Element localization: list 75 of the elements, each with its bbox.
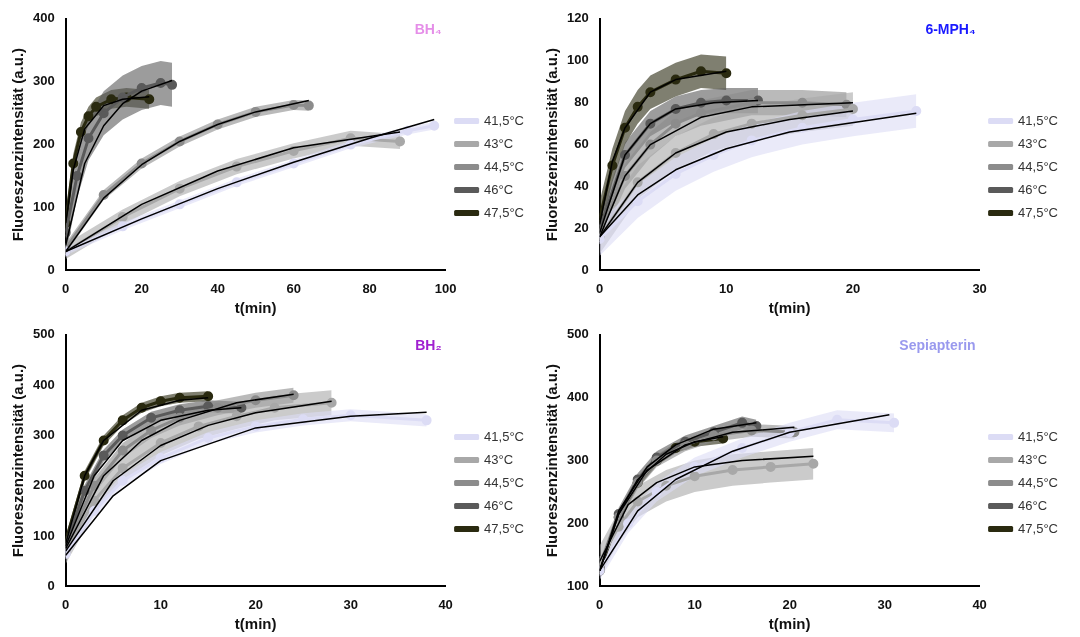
y-tick-label: 0	[47, 261, 55, 277]
x-tick-label: 20	[134, 280, 149, 296]
y-axis-title: Fluoreszenzintensität (a.u.)	[543, 363, 561, 558]
y-tick-label: 80	[574, 94, 589, 110]
x-tick-label: 30	[343, 596, 358, 612]
legend-label: 41,5°C	[484, 428, 524, 444]
y-tick-label: 200	[566, 515, 589, 531]
y-tick-label: 400	[566, 389, 589, 405]
x-tick-label: 10	[687, 596, 702, 612]
y-tick-label: 500	[32, 326, 55, 342]
y-tick-label: 300	[32, 427, 55, 443]
x-tick-label: 20	[248, 596, 263, 612]
x-tick-label: 0	[62, 596, 70, 612]
y-tick-label: 200	[32, 477, 55, 493]
legend-label: 41,5°C	[1018, 428, 1058, 444]
x-axis-title: t(min)	[768, 615, 811, 633]
chart-title: BH₄	[414, 20, 442, 37]
chart-title: Sepiapterin	[899, 336, 976, 353]
x-axis-title: t(min)	[234, 299, 277, 317]
x-tick-label: 40	[972, 596, 987, 612]
y-tick-label: 300	[32, 73, 55, 89]
y-tick-label: 100	[566, 577, 589, 593]
x-tick-label: 10	[719, 280, 734, 296]
legend-label: 43°C	[1018, 135, 1048, 151]
legend-label: 43°C	[1018, 451, 1048, 467]
y-tick-label: 60	[574, 136, 589, 152]
legend-label: 41,5°C	[484, 112, 524, 128]
x-tick-label: 20	[782, 596, 797, 612]
legend-label: 47,5°C	[1018, 204, 1058, 220]
y-tick-label: 300	[566, 452, 589, 468]
legend-label: 43°C	[484, 451, 514, 467]
y-tick-label: 500	[566, 326, 589, 342]
y-axis-title: Fluoreszenzintensität (a.u.)	[543, 47, 561, 242]
chart-title: 6-MPH₄	[925, 20, 976, 37]
x-tick-label: 0	[596, 280, 604, 296]
x-tick-label: 80	[362, 280, 377, 296]
y-tick-label: 20	[574, 220, 589, 236]
legend-label: 47,5°C	[484, 520, 524, 536]
legend-label: 46°C	[484, 497, 514, 513]
legend-label: 43°C	[484, 135, 514, 151]
y-axis-title: Fluoreszenzintensität (a.u.)	[9, 363, 27, 558]
y-tick-label: 100	[32, 527, 55, 543]
x-tick-label: 100	[434, 280, 457, 296]
legend-label: 46°C	[1018, 497, 1048, 513]
legend-label: 44,5°C	[484, 474, 524, 490]
x-tick-label: 10	[153, 596, 168, 612]
x-tick-label: 20	[845, 280, 861, 296]
legend-label: 47,5°C	[484, 204, 524, 220]
y-axis-title: Fluoreszenzintensität (a.u.)	[9, 47, 27, 242]
legend-label: 44,5°C	[484, 158, 524, 174]
legend-label: 47,5°C	[1018, 520, 1058, 536]
x-axis-title: t(min)	[768, 299, 811, 317]
y-tick-label: 200	[32, 136, 55, 152]
x-axis-title: t(min)	[234, 615, 277, 633]
x-tick-label: 30	[877, 596, 892, 612]
x-tick-label: 40	[438, 596, 453, 612]
legend-label: 46°C	[1018, 181, 1048, 197]
y-tick-label: 0	[581, 261, 589, 277]
x-tick-label: 0	[62, 280, 70, 296]
x-tick-label: 0	[596, 596, 604, 612]
y-tick-label: 100	[32, 199, 55, 215]
y-tick-label: 120	[566, 10, 589, 26]
chart-title: BH₂	[415, 336, 442, 353]
x-tick-label: 60	[286, 280, 301, 296]
y-tick-label: 400	[32, 376, 55, 392]
legend-label: 41,5°C	[1018, 112, 1058, 128]
x-tick-label: 40	[210, 280, 225, 296]
x-tick-label: 30	[972, 280, 987, 296]
y-tick-label: 40	[574, 178, 589, 194]
legend-label: 46°C	[484, 181, 514, 197]
y-tick-label: 0	[47, 577, 55, 593]
legend-label: 44,5°C	[1018, 474, 1058, 490]
y-tick-label: 100	[566, 52, 589, 68]
legend-label: 44,5°C	[1018, 158, 1058, 174]
y-tick-label: 400	[32, 10, 55, 26]
